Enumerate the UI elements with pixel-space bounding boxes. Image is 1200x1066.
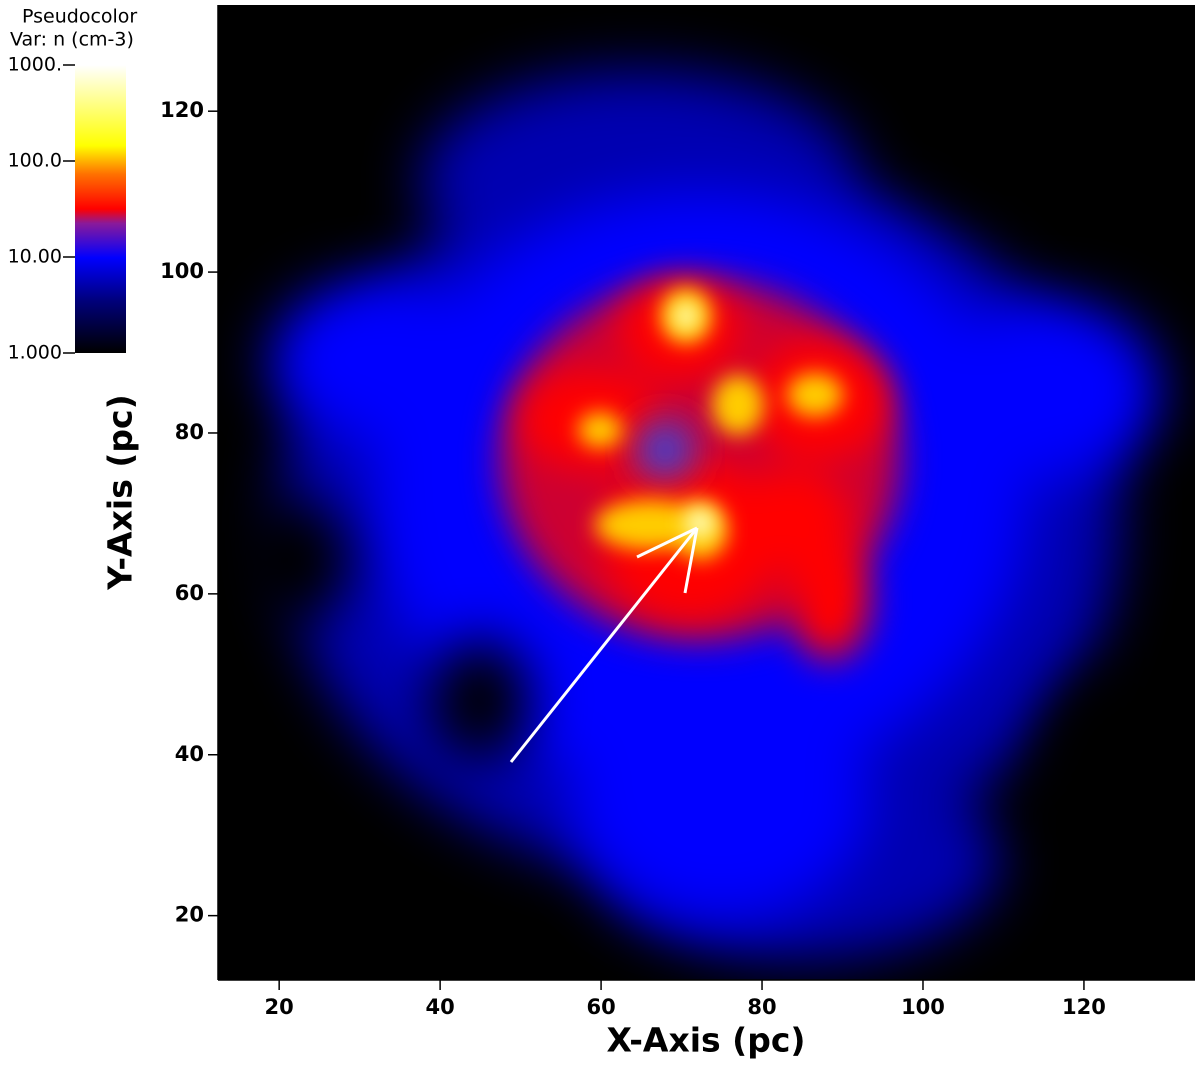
x-tick-label: 80	[747, 995, 776, 1019]
x-tick-label: 20	[265, 995, 294, 1019]
y-tick-label: 40	[175, 742, 204, 766]
density-field	[218, 5, 1195, 980]
colorbar-tick-label: 100.0	[8, 150, 62, 172]
y-tick-label: 20	[175, 903, 204, 927]
x-tick-label: 120	[1062, 995, 1106, 1019]
y-tick-label: 100	[160, 259, 204, 283]
x-tick-label: 60	[586, 995, 615, 1019]
colorbar-variable: Var: n (cm-3)	[10, 29, 134, 51]
y-tick-label: 120	[160, 98, 204, 122]
x-tick-label: 40	[426, 995, 455, 1019]
colorbar	[75, 65, 126, 353]
x-tick-label: 100	[901, 995, 945, 1019]
annotation-arrow	[509, 526, 699, 763]
colorbar-tick-label: 1000.	[8, 54, 62, 76]
y-axis-title: Y-Axis (pc)	[101, 394, 140, 590]
y-tick-label: 80	[175, 420, 204, 444]
y-tick-label: 60	[175, 581, 204, 605]
colorbar-title: Pseudocolor	[22, 6, 137, 28]
colorbar-tick-label: 10.00	[8, 246, 62, 268]
colorbar-tick-label: 1.000	[8, 342, 62, 364]
x-axis-title: X-Axis (pc)	[606, 1021, 805, 1060]
